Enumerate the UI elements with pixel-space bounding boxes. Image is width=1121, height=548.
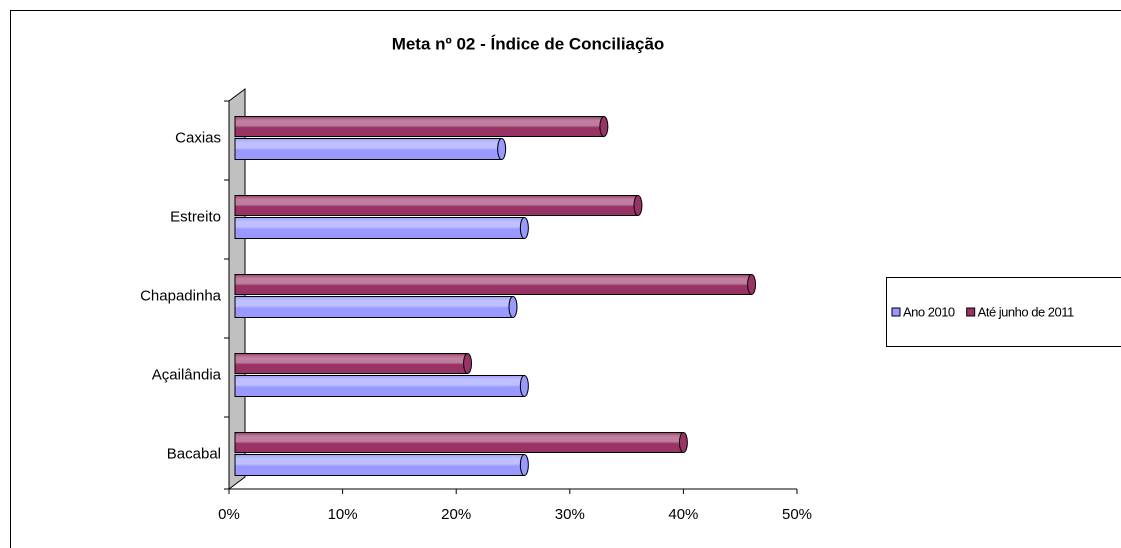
- bar-cap: [519, 454, 529, 476]
- bar-shade: [234, 116, 605, 137]
- bar-cap: [497, 138, 507, 160]
- bar-shade: [234, 195, 639, 216]
- legend-swatch: [966, 307, 976, 317]
- bar-cap: [519, 217, 529, 239]
- bar-shade: [234, 274, 753, 295]
- bar-cap: [678, 432, 688, 453]
- legend-swatch: [891, 307, 901, 317]
- legend-label: Ano 2010: [903, 304, 955, 319]
- y-tick-label: Bacabal: [167, 445, 221, 462]
- legend: Ano 2010 Até junho de 2011: [891, 304, 1075, 319]
- bar-shade: [234, 296, 514, 318]
- bar-cap: [599, 116, 609, 137]
- x-tick-label: 40%: [668, 506, 698, 523]
- legend-box: [886, 277, 1121, 347]
- bar-cap: [519, 375, 529, 397]
- chart-title: Meta nº 02 - Índice de Conciliação: [392, 34, 665, 53]
- x-tick-label: 20%: [441, 506, 471, 523]
- y-tick-label: Açailândia: [152, 366, 222, 383]
- legend-label: Até junho de 2011: [978, 304, 1074, 319]
- bar-shade: [234, 375, 525, 397]
- bar-shade: [234, 217, 525, 239]
- y-tick-label: Caxias: [175, 129, 221, 146]
- bar-cap: [747, 274, 757, 295]
- bar-shade: [234, 353, 469, 374]
- x-tick-label: 10%: [328, 506, 358, 523]
- x-tick-label: 50%: [782, 506, 812, 523]
- bar-cap: [508, 296, 518, 318]
- bar-cap: [633, 195, 643, 216]
- bar-cap: [463, 353, 473, 374]
- bar-shade: [234, 138, 503, 160]
- y-tick-label: Estreito: [170, 208, 221, 225]
- y-tick-label: Chapadinha: [140, 287, 222, 304]
- bar-shade: [234, 454, 525, 476]
- bar-shade: [234, 432, 684, 453]
- x-tick-label: 30%: [555, 506, 585, 523]
- x-tick-label: 0%: [218, 506, 240, 523]
